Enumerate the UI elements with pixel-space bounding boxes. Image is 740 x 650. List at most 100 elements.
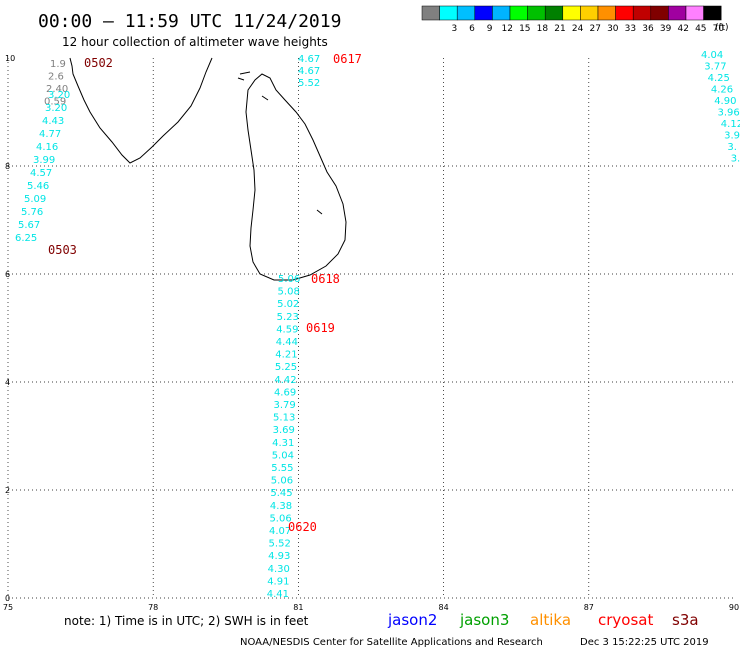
x-tick-label: 90	[729, 603, 739, 612]
legend-swatch	[439, 5, 458, 21]
wave-height-value: 4.67	[298, 66, 320, 77]
legend-swatch-label: 36	[642, 24, 654, 34]
wave-height-value: 5.67	[18, 220, 40, 231]
legend-swatch	[615, 5, 634, 21]
y-tick-label: 6	[5, 270, 10, 279]
legend-swatch-label: 30	[607, 24, 619, 34]
wave-height-value: 3.9	[724, 131, 740, 142]
legend-swatch-label: 42	[677, 24, 688, 34]
wave-height-value: 5.52	[269, 539, 291, 550]
wave-height-value: 5.23	[277, 312, 299, 323]
footer-timestamp: Dec 3 15:22:25 UTC 2019	[580, 637, 709, 648]
y-tick-label: 0	[5, 594, 10, 603]
legend-swatch-label: 15	[519, 24, 530, 34]
wave-height-value: 4.43	[42, 116, 64, 127]
wave-height-value: 4.04	[701, 50, 723, 61]
pass-label-0502: 0502	[84, 56, 113, 70]
wave-height-value: 2.6	[48, 72, 64, 83]
legend-swatch	[668, 5, 687, 21]
wave-height-value: 3.77	[704, 62, 726, 73]
y-axis-ticks: 10 8 6 4 2 0	[5, 54, 15, 603]
legend-swatch	[474, 5, 493, 21]
wave-height-value: 4.44	[276, 337, 298, 348]
wave-height-value: 3.20	[48, 90, 70, 101]
india-coastline	[69, 57, 213, 164]
wave-height-value: 4.38	[270, 501, 292, 512]
wave-height-value: 4.25	[708, 73, 730, 84]
wave-height-tracks: 1.9 2.62.40 0.593.20 3.20 4.43 4.77 4.16 3.99 4.…	[15, 50, 740, 600]
wave-height-value: 0.59	[44, 97, 66, 108]
color-legend: 3 6 9 12 15 18 21 24 27 30 33 36 39 42 45 70	[421, 5, 725, 34]
legend-swatch-label: 27	[589, 24, 600, 34]
y-tick-label: 4	[5, 378, 10, 387]
mannar-islands	[237, 71, 323, 215]
legend-swatch	[527, 5, 546, 21]
legend-swatch	[456, 5, 476, 21]
wave-height-value: 3.99	[33, 155, 55, 166]
pass-label-0617: 0617	[333, 52, 362, 66]
satellite-name-s3a: s3a	[672, 611, 699, 629]
wave-height-value: 3.	[727, 142, 737, 153]
x-tick-label: 81	[293, 603, 303, 612]
legend-unit: (ft)	[715, 23, 729, 33]
legend-swatch	[509, 5, 528, 21]
legend-swatch-label: 9	[487, 24, 493, 34]
wave-height-value: 2.40	[46, 84, 68, 95]
y-tick-label: 2	[5, 486, 10, 495]
wave-height-value: 5.06	[278, 274, 300, 285]
wave-height-value: 4.12	[721, 119, 740, 130]
wave-height-value: 4.31	[272, 438, 294, 449]
wave-height-value: 5.52	[298, 78, 320, 89]
wave-height-value: 4.21	[275, 350, 297, 361]
wave-height-value: 4.77	[39, 129, 61, 140]
wave-height-value: 3.96	[718, 108, 740, 119]
wave-height-value: 5.55	[271, 463, 293, 474]
wave-height-value: 4.07	[269, 526, 291, 537]
wave-height-value: 5.46	[27, 181, 49, 192]
wave-height-value: 3.69	[273, 425, 295, 436]
wave-height-value: 5.06	[271, 476, 293, 487]
wave-height-value: 4.93	[268, 551, 290, 562]
wave-height-value: 5.04	[272, 450, 294, 461]
y-tick-label: 8	[5, 162, 10, 171]
map-title: 00:00 – 11:59 UTC 11/24/2019	[38, 11, 341, 32]
satellite-name-altika: altika	[530, 611, 571, 629]
wave-height-value: 5.08	[278, 287, 300, 298]
footer-credit: NOAA/NESDIS Center for Satellite Applica…	[240, 637, 543, 648]
wave-height-value: 3.20	[45, 103, 67, 114]
wave-height-value: 5.45	[270, 488, 292, 499]
wave-height-value: 5.25	[275, 362, 297, 373]
wave-height-value: 4.57	[30, 168, 52, 179]
pass-label-0618: 0618	[311, 272, 340, 286]
wave-height-value: 4.41	[267, 589, 289, 600]
x-axis-ticks: 75 78 81 84 87 90	[3, 603, 739, 612]
coastline	[69, 57, 347, 281]
legend-swatch-label: 45	[695, 24, 706, 34]
x-tick-label: 75	[3, 603, 13, 612]
legend-swatch	[685, 5, 704, 21]
legend-swatch-label: 21	[554, 24, 565, 34]
legend-swatch-label: 3	[452, 24, 458, 34]
legend-swatch-label: 6	[469, 24, 475, 34]
pass-label-0503: 0503	[48, 243, 77, 257]
legend-swatch	[632, 5, 652, 21]
wave-height-value: 5.13	[273, 413, 295, 424]
legend-swatch	[597, 5, 616, 21]
legend-swatch-label: 70	[713, 24, 725, 34]
satellite-name-cryosat: cryosat	[598, 611, 653, 629]
wave-height-value: 4.30	[268, 564, 290, 575]
pass-labels: 0502 0503 0617 0618 0619 0620	[48, 52, 362, 534]
wave-height-value: 3.79	[274, 400, 296, 411]
x-tick-label: 78	[148, 603, 158, 612]
legend-swatch-label: 33	[625, 24, 636, 34]
legend-swatch-label: 39	[660, 24, 672, 34]
legend-swatch-label: 18	[537, 24, 549, 34]
wave-height-value: 4.42	[274, 375, 296, 386]
map-grid	[7, 58, 734, 599]
wave-height-value: 6.25	[15, 233, 37, 244]
map-subtitle: 12 hour collection of altimeter wave hei…	[62, 35, 328, 49]
wave-height-value: 5.09	[24, 194, 46, 205]
satellite-name-jason2: jason2	[387, 611, 437, 629]
wave-height-value: 5.02	[277, 299, 299, 310]
wave-height-value: 5.06	[269, 513, 291, 524]
